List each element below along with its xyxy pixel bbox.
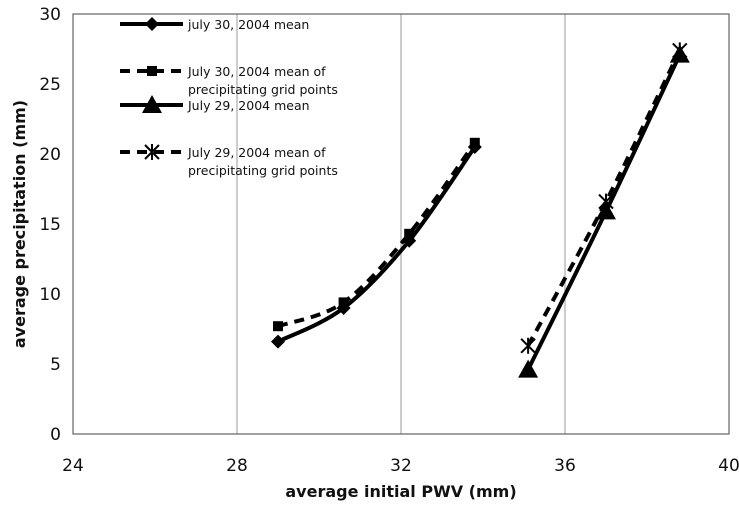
legend-entry-3: July 29, 2004 mean — [120, 95, 310, 113]
series-3 — [518, 44, 690, 378]
x-tick-label: 40 — [718, 456, 739, 476]
x-tick-label: 32 — [390, 456, 412, 476]
grid-lines — [236, 14, 566, 434]
tick-labels: 24 28 32 36 40 0 5 10 15 20 25 30 — [39, 5, 739, 476]
legend-marker-diamond — [145, 17, 159, 31]
y-tick-label: 20 — [39, 145, 61, 165]
legend-entry-4: July 29, 2004 mean of precipitating grid … — [120, 144, 338, 178]
series-2 — [273, 137, 480, 332]
y-tick-label: 15 — [39, 215, 61, 235]
data-point-x — [672, 42, 688, 59]
y-tick-label: 30 — [39, 5, 61, 25]
legend-label: july 30, 2004 mean — [187, 17, 309, 32]
data-point-square — [469, 137, 480, 148]
data-point-triangle — [518, 359, 539, 378]
y-tick-label: 25 — [39, 75, 61, 95]
x-axis-title: average initial PWV (mm) — [285, 482, 516, 501]
data-point-square — [404, 228, 415, 239]
series-line — [277, 141, 477, 329]
y-axis-title: average precipitation (mm) — [10, 100, 29, 348]
y-tick-label: 5 — [50, 355, 61, 375]
data-point-diamond — [271, 334, 285, 349]
series-line — [526, 49, 682, 347]
legend: july 30, 2004 mean July 30, 2004 mean of p… — [120, 17, 338, 178]
data-point-square — [273, 321, 283, 332]
series-4 — [520, 42, 688, 354]
legend-label: July 29, 2004 mean of — [187, 145, 326, 160]
x-tick-label: 36 — [554, 456, 576, 476]
legend-label: precipitating grid points — [188, 82, 338, 97]
y-tick-label: 0 — [50, 425, 61, 445]
legend-label: July 30, 2004 mean of — [187, 64, 326, 79]
legend-entry-2: July 30, 2004 mean of precipitating grid … — [120, 64, 338, 97]
legend-label: July 29, 2004 mean — [187, 98, 310, 113]
data-point-x — [598, 193, 614, 210]
data-point-x — [520, 337, 536, 354]
series-line — [277, 145, 477, 344]
data-point-square — [338, 297, 349, 308]
y-tick-label: 10 — [39, 285, 61, 305]
legend-marker-triangle — [142, 95, 162, 113]
x-tick-label: 24 — [62, 456, 84, 476]
legend-label: precipitating grid points — [188, 163, 338, 178]
series-layer — [271, 42, 690, 378]
x-tick-label: 28 — [226, 456, 248, 476]
legend-marker-square — [147, 66, 157, 76]
legend-marker-x — [144, 144, 160, 160]
legend-entry-1: july 30, 2004 mean — [120, 17, 309, 32]
data-point-triangle — [596, 201, 616, 220]
plot-area-border — [72, 13, 730, 435]
